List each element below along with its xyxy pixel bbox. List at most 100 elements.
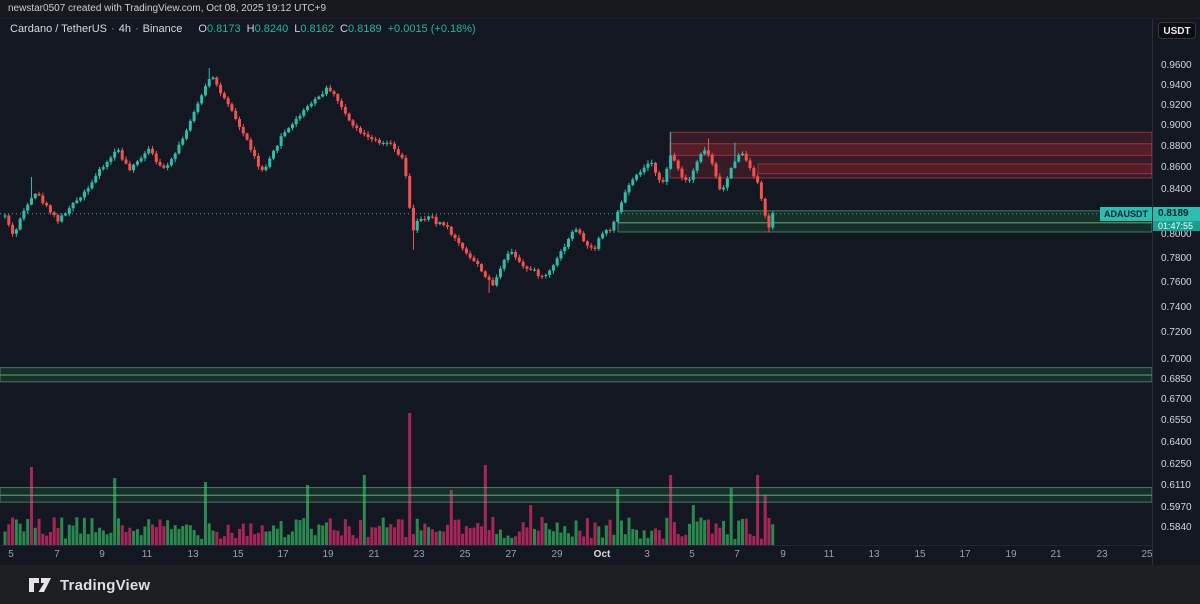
candle [532, 269, 536, 271]
candle [457, 238, 461, 243]
candle [264, 166, 268, 170]
candle [222, 93, 226, 99]
price-tick: 0.9200 [1161, 100, 1192, 111]
candle [691, 170, 695, 180]
candle [3, 215, 7, 217]
candle [476, 261, 480, 264]
candle [710, 154, 714, 164]
time-tick: 13 [868, 549, 880, 560]
candle [396, 149, 400, 155]
candle [461, 243, 465, 249]
candle [472, 257, 476, 262]
candle [495, 277, 499, 286]
candle [672, 155, 676, 161]
candle [86, 188, 90, 192]
currency-toggle-button[interactable]: USDT [1158, 22, 1196, 39]
price-tick: 0.6550 [1161, 415, 1192, 426]
price-scale[interactable]: USDT 0.8189 01:47:55 0.9600 0.9400 0.9200 0… [1152, 18, 1200, 565]
interval-label[interactable]: 4h [118, 23, 131, 35]
time-tick: Oct [593, 549, 611, 560]
candle [638, 172, 642, 175]
candle [627, 185, 631, 193]
candle [612, 221, 616, 231]
high-label: H [246, 23, 255, 35]
candle [487, 276, 491, 280]
candle [75, 200, 79, 203]
volume-layer [3, 413, 775, 545]
last-price-value: 0.8189 [1153, 207, 1200, 221]
candle [445, 225, 449, 227]
attribution-text: newstar0507 created with TradingView.com… [8, 3, 327, 14]
supply-zone [757, 163, 1152, 175]
time-tick: 17 [959, 549, 971, 560]
candle [370, 136, 374, 140]
candle [585, 241, 589, 246]
candle [699, 153, 703, 162]
candle [105, 161, 109, 168]
candle [540, 275, 544, 277]
candle [559, 251, 563, 259]
candle [128, 163, 132, 171]
candle [393, 143, 397, 150]
candle [294, 118, 298, 125]
candle [52, 212, 56, 216]
close-label: C [340, 23, 348, 35]
legend-separator: · [111, 23, 115, 35]
candle [359, 127, 363, 133]
candle [676, 160, 680, 169]
demand-zone [0, 494, 1152, 503]
candle [207, 79, 211, 87]
candle [67, 208, 71, 214]
candle [173, 153, 177, 160]
candle [631, 179, 635, 186]
candle [654, 162, 657, 173]
candle [593, 247, 597, 249]
candlestick-chart[interactable] [0, 18, 1152, 565]
time-tick: 11 [141, 549, 153, 560]
candle [340, 100, 344, 108]
price-tick: 0.9000 [1161, 120, 1192, 131]
time-tick: 25 [459, 549, 471, 560]
symbol-title[interactable]: Cardano / TetherUS [10, 23, 108, 35]
time-tick: 15 [914, 549, 926, 560]
chart-canvas[interactable]: ADAUSDT Cardano / TetherUS · 4h · Binance O0.… [0, 18, 1152, 565]
candle [646, 163, 650, 168]
price-tick: 0.8400 [1161, 184, 1192, 195]
candle [298, 115, 302, 119]
demand-zone [617, 210, 1152, 224]
candle [234, 110, 238, 120]
candle [661, 180, 665, 182]
candle [555, 258, 559, 266]
time-scale[interactable]: 5 7 9 11 13 15 17 19 21 23 25 27 29 Oct 3 5 7 9 11 13 15 17 19… [0, 545, 1152, 565]
candle [185, 130, 189, 139]
time-tick: 21 [368, 549, 380, 560]
candle [619, 202, 623, 212]
candle [56, 215, 60, 222]
time-tick: 7 [54, 549, 60, 560]
candle [37, 193, 41, 196]
candle [623, 192, 627, 203]
candle [748, 160, 752, 169]
candle [343, 107, 347, 114]
time-tick: 3 [644, 549, 650, 560]
candle [733, 161, 737, 168]
candle [321, 94, 325, 97]
candle [181, 138, 185, 145]
time-tick: 11 [823, 549, 835, 560]
candle [290, 124, 294, 129]
legend-separator: · [134, 23, 139, 35]
tradingview-brand-link[interactable]: TradingView [28, 574, 150, 596]
candle [237, 119, 241, 127]
candle [283, 132, 287, 137]
candle [101, 167, 105, 170]
candle [147, 148, 151, 154]
candle [763, 198, 767, 216]
candle [567, 238, 571, 248]
candle [544, 274, 548, 277]
candle [143, 153, 147, 159]
price-tick: 0.6400 [1161, 437, 1192, 448]
candle [404, 157, 408, 176]
candle [328, 87, 332, 92]
candle [26, 204, 30, 211]
candle [427, 216, 431, 220]
